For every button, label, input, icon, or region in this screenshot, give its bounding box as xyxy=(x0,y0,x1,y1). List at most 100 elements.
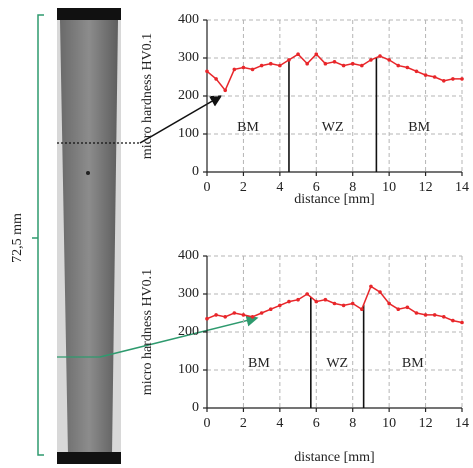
data-point xyxy=(423,73,428,77)
data-point xyxy=(241,313,246,317)
data-point xyxy=(414,311,419,315)
data-point xyxy=(305,292,309,296)
y-tick-label: 400 xyxy=(178,248,199,263)
data-point xyxy=(441,79,446,83)
data-point xyxy=(387,58,391,62)
x-tick-label: 2 xyxy=(240,180,247,195)
data-point xyxy=(223,88,228,93)
data-point xyxy=(396,307,401,312)
x-tick-label: 2 xyxy=(240,416,247,431)
x-axis-label: distance [mm] xyxy=(294,450,374,465)
x-tick-label: 14 xyxy=(455,416,469,431)
x-axis-label: distance [mm] xyxy=(294,192,374,207)
data-point xyxy=(451,318,455,323)
x-tick-label: 4 xyxy=(276,180,283,195)
data-point xyxy=(350,61,355,66)
data-point xyxy=(268,61,273,66)
x-tick-label: 0 xyxy=(204,416,211,431)
data-point xyxy=(360,307,364,312)
data-point xyxy=(332,301,337,306)
x-tick-label: 12 xyxy=(419,416,433,431)
x-tick-label: 0 xyxy=(204,180,211,195)
y-tick-label: 300 xyxy=(178,50,199,65)
data-point xyxy=(405,305,410,310)
data-point xyxy=(387,301,391,306)
data-point xyxy=(323,61,328,66)
data-point xyxy=(460,320,464,325)
y-tick-label: 0 xyxy=(192,164,199,179)
x-tick-label: 8 xyxy=(349,416,356,431)
x-tick-label: 4 xyxy=(276,416,283,431)
data-point xyxy=(369,58,373,62)
x-tick-label: 10 xyxy=(382,180,396,195)
y-axis-label: micro hardness HV0.1 xyxy=(140,33,155,159)
arrow xyxy=(99,314,259,358)
data-point xyxy=(278,303,282,308)
y-tick-label: 100 xyxy=(178,126,199,141)
data-point xyxy=(287,58,291,62)
y-tick-label: 400 xyxy=(178,12,199,27)
data-point xyxy=(278,63,282,68)
data-point xyxy=(232,67,237,72)
x-tick-label: 14 xyxy=(455,180,469,195)
data-point xyxy=(341,63,346,68)
zone-label: WZ xyxy=(322,120,344,135)
data-line xyxy=(206,53,462,92)
data-point xyxy=(214,77,218,81)
data-point xyxy=(451,77,455,81)
data-point xyxy=(350,301,355,306)
x-tick-label: 8 xyxy=(349,180,356,195)
scale-bracket xyxy=(32,14,44,456)
y-tick-label: 200 xyxy=(178,324,199,339)
data-point xyxy=(205,316,209,321)
data-point xyxy=(250,67,255,72)
data-point xyxy=(305,61,309,66)
x-tick-label: 6 xyxy=(313,416,320,431)
data-point xyxy=(259,311,264,315)
data-point xyxy=(214,313,218,317)
data-point xyxy=(460,77,464,81)
y-tick-label: 300 xyxy=(178,286,199,301)
data-point xyxy=(378,290,382,294)
data-point xyxy=(250,315,255,319)
data-point xyxy=(396,63,401,68)
data-point xyxy=(332,60,337,64)
zone-label: BM xyxy=(402,356,424,371)
zone-label: BM xyxy=(248,356,270,371)
data-point xyxy=(205,69,209,74)
data-point xyxy=(232,311,237,315)
data-point xyxy=(341,303,346,308)
scale-label: 72,5 mm xyxy=(10,213,25,263)
data-point xyxy=(360,63,364,68)
data-point xyxy=(314,299,319,304)
y-tick-label: 100 xyxy=(178,362,199,377)
data-point xyxy=(287,299,291,304)
data-point xyxy=(405,65,410,70)
data-point xyxy=(314,52,319,56)
zone-label: BM xyxy=(408,120,430,135)
x-tick-label: 6 xyxy=(313,180,320,195)
x-tick-label: 10 xyxy=(382,416,396,431)
data-point xyxy=(296,52,300,56)
data-point xyxy=(369,284,373,289)
zone-label: BM xyxy=(237,120,259,135)
y-tick-label: 200 xyxy=(178,88,199,103)
zone-label: WZ xyxy=(326,356,348,371)
data-point xyxy=(432,313,437,317)
y-tick-label: 0 xyxy=(192,400,199,415)
y-axis-label: micro hardness HV0.1 xyxy=(140,269,155,395)
data-point xyxy=(423,313,428,317)
data-point xyxy=(268,307,273,312)
data-point xyxy=(259,63,264,68)
data-point xyxy=(296,297,300,302)
x-tick-label: 12 xyxy=(419,180,433,195)
data-point xyxy=(241,65,246,70)
data-point xyxy=(432,75,437,79)
data-point xyxy=(378,54,382,58)
specimen-image xyxy=(57,8,121,464)
data-point xyxy=(323,297,328,302)
data-point xyxy=(441,315,446,319)
data-point xyxy=(414,69,419,74)
data-point xyxy=(223,315,228,319)
